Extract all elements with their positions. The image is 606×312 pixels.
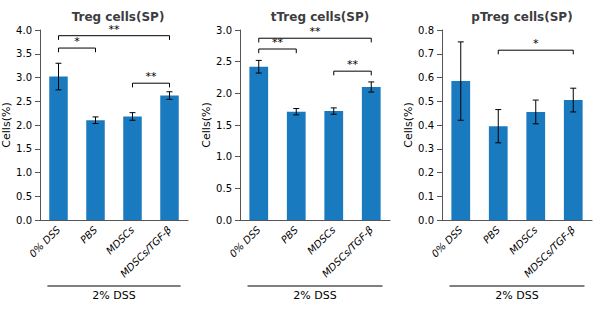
svg-text:MDSCs/TGF-β: MDSCs/TGF-β bbox=[118, 224, 174, 280]
svg-text:0.6: 0.6 bbox=[418, 72, 434, 83]
svg-text:Treg cells(SP): Treg cells(SP) bbox=[72, 10, 165, 24]
svg-text:0.0: 0.0 bbox=[216, 215, 232, 226]
svg-text:pTreg cells(SP): pTreg cells(SP) bbox=[471, 10, 572, 24]
svg-text:Cells(%): Cells(%) bbox=[0, 102, 13, 147]
svg-text:0.0: 0.0 bbox=[418, 215, 434, 226]
svg-text:**: ** bbox=[310, 25, 322, 38]
svg-text:2.5: 2.5 bbox=[16, 96, 32, 107]
svg-text:4.0: 4.0 bbox=[16, 25, 32, 36]
svg-text:0.7: 0.7 bbox=[418, 48, 434, 59]
svg-text:3.5: 3.5 bbox=[16, 48, 32, 59]
svg-text:0.5: 0.5 bbox=[216, 183, 232, 194]
svg-text:0.8: 0.8 bbox=[418, 25, 434, 36]
svg-text:0.5: 0.5 bbox=[418, 96, 434, 107]
svg-text:0% DSS: 0% DSS bbox=[227, 224, 263, 260]
svg-text:PBS: PBS bbox=[78, 224, 100, 246]
svg-text:tTreg cells(SP): tTreg cells(SP) bbox=[271, 10, 369, 24]
svg-text:1.0: 1.0 bbox=[216, 151, 232, 162]
svg-text:0.0: 0.0 bbox=[16, 215, 32, 226]
svg-text:**: ** bbox=[347, 58, 359, 71]
svg-text:**: ** bbox=[109, 23, 121, 36]
svg-text:2% DSS: 2% DSS bbox=[495, 289, 538, 302]
svg-text:MDSCs: MDSCs bbox=[507, 224, 539, 256]
svg-text:PBS: PBS bbox=[481, 224, 503, 246]
svg-text:1.5: 1.5 bbox=[16, 143, 32, 154]
svg-text:Cells(%): Cells(%) bbox=[200, 102, 213, 147]
svg-text:0.4: 0.4 bbox=[418, 120, 434, 131]
svg-text:MDSCs/TGF-β: MDSCs/TGF-β bbox=[522, 224, 578, 280]
svg-text:0.5: 0.5 bbox=[16, 191, 32, 202]
svg-text:PBS: PBS bbox=[279, 224, 301, 246]
svg-text:2.5: 2.5 bbox=[216, 56, 232, 67]
svg-text:0.2: 0.2 bbox=[418, 167, 434, 178]
svg-text:Cells(%): Cells(%) bbox=[402, 102, 415, 147]
svg-text:0% DSS: 0% DSS bbox=[429, 224, 465, 260]
svg-text:2% DSS: 2% DSS bbox=[293, 289, 336, 302]
svg-text:1.0: 1.0 bbox=[16, 167, 32, 178]
svg-text:MDSCs: MDSCs bbox=[305, 224, 337, 256]
svg-text:0.1: 0.1 bbox=[418, 191, 434, 202]
svg-text:*: * bbox=[533, 37, 539, 50]
svg-text:0.3: 0.3 bbox=[418, 143, 434, 154]
svg-text:**: ** bbox=[146, 70, 158, 83]
svg-text:*: * bbox=[74, 35, 80, 48]
svg-text:MDSCs/TGF-β: MDSCs/TGF-β bbox=[320, 224, 376, 280]
svg-text:0% DSS: 0% DSS bbox=[27, 224, 63, 260]
svg-text:2% DSS: 2% DSS bbox=[92, 289, 135, 302]
svg-text:2.0: 2.0 bbox=[16, 120, 32, 131]
svg-text:1.5: 1.5 bbox=[216, 120, 232, 131]
svg-text:3.0: 3.0 bbox=[216, 25, 232, 36]
svg-text:3.0: 3.0 bbox=[16, 72, 32, 83]
svg-text:MDSCs: MDSCs bbox=[104, 224, 136, 256]
svg-text:2.0: 2.0 bbox=[216, 88, 232, 99]
